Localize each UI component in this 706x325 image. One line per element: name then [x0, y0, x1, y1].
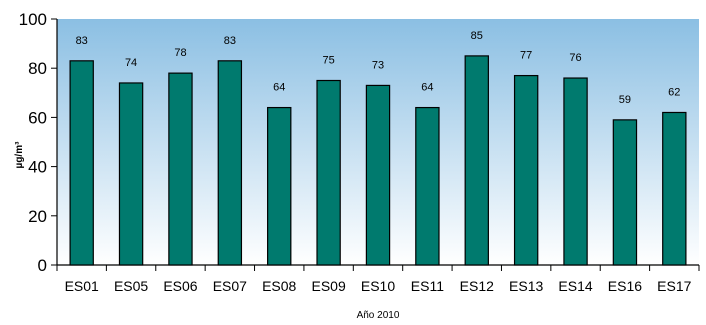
data-label: 62 — [668, 86, 680, 98]
x-tick-label: ES14 — [558, 278, 592, 294]
x-tick-label: ES16 — [608, 278, 642, 294]
x-tick-label: ES17 — [657, 278, 691, 294]
bar — [217, 60, 243, 266]
x-tick-label: ES05 — [114, 278, 148, 294]
bar — [69, 60, 94, 266]
x-tick-label: ES09 — [311, 278, 345, 294]
y-tick-label: 20 — [28, 207, 47, 226]
data-label: 77 — [520, 50, 532, 62]
y-tick-label: 40 — [28, 158, 47, 177]
bar — [464, 55, 489, 266]
bar — [168, 72, 193, 266]
data-label: 78 — [174, 47, 186, 59]
bar — [662, 111, 687, 266]
y-tick-label: 80 — [28, 59, 47, 78]
bar — [316, 79, 341, 266]
y-tick-label: 0 — [38, 256, 47, 275]
data-label: 73 — [372, 59, 384, 71]
bar — [612, 119, 638, 266]
data-label: 75 — [322, 55, 334, 67]
x-tick-label: ES13 — [509, 278, 543, 294]
bar — [267, 106, 292, 266]
x-tick-label: ES07 — [213, 278, 247, 294]
bar — [563, 77, 588, 266]
data-label: 64 — [273, 82, 285, 94]
data-labels: 83 74 78 83 64 75 73 64 85 77 76 59 62 — [76, 30, 681, 106]
data-label: 59 — [619, 94, 631, 106]
bars — [69, 55, 687, 266]
y-axis-title: µg/m³ — [14, 141, 25, 169]
x-tick-label: ES08 — [262, 278, 296, 294]
x-axis-title: Año 2010 — [357, 310, 400, 321]
y-tick-label: 100 — [19, 10, 47, 29]
y-tick-label: 60 — [28, 108, 47, 127]
x-tick-label: ES12 — [460, 278, 494, 294]
x-axis: ES01 ES05 ES06 ES07 ES08 ES09 ES10 ES11 ES12 ES13… — [56, 264, 700, 294]
bar — [118, 82, 144, 266]
data-label: 83 — [76, 35, 88, 47]
bar — [513, 74, 539, 266]
data-label: 74 — [125, 57, 137, 69]
y-axis: 0 20 40 60 80 100 — [19, 10, 58, 275]
bar — [365, 84, 391, 266]
x-tick-label: ES06 — [163, 278, 197, 294]
data-label: 64 — [421, 82, 433, 94]
bar — [415, 106, 440, 266]
x-tick-label: ES01 — [65, 278, 99, 294]
data-label: 85 — [471, 30, 483, 42]
x-tick-label: ES10 — [361, 278, 395, 294]
x-tick-label: ES11 — [411, 278, 444, 294]
data-label: 76 — [569, 52, 581, 64]
data-label: 83 — [224, 35, 236, 47]
